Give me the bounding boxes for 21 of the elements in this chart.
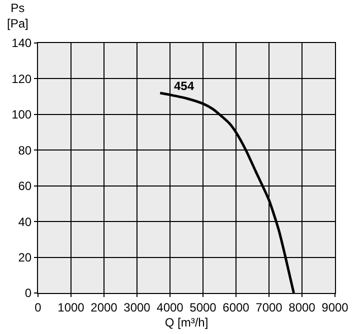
x-tick-label: 4000 xyxy=(156,300,184,314)
x-tick-label: 7000 xyxy=(256,300,283,314)
y-axis-title: Ps [Pa] xyxy=(7,1,28,31)
x-tick-label: 9000 xyxy=(322,300,349,314)
x-tick-label: 5000 xyxy=(190,300,217,314)
y-tick-label: 0 xyxy=(24,286,32,300)
x-tick-label: 1000 xyxy=(58,300,85,314)
y-tick-label: 20 xyxy=(18,250,32,264)
y-tick-label: 40 xyxy=(18,214,32,229)
x-axis-title: Q [m³/h] xyxy=(164,315,208,330)
x-tick-label: 2000 xyxy=(90,300,118,314)
y-tick-label: 100 xyxy=(12,108,32,122)
x-tick-label: 8000 xyxy=(288,300,316,314)
series-label: 454 xyxy=(174,79,194,93)
y-tick-label: 140 xyxy=(12,36,32,50)
y-tick-label: 80 xyxy=(18,143,32,158)
y-tick-label: 60 xyxy=(18,179,32,194)
x-tick-label: 6000 xyxy=(222,300,250,314)
y-tick-label: 120 xyxy=(12,72,32,86)
x-tick-label: 3000 xyxy=(124,300,151,314)
x-tick-label: 0 xyxy=(34,300,42,314)
